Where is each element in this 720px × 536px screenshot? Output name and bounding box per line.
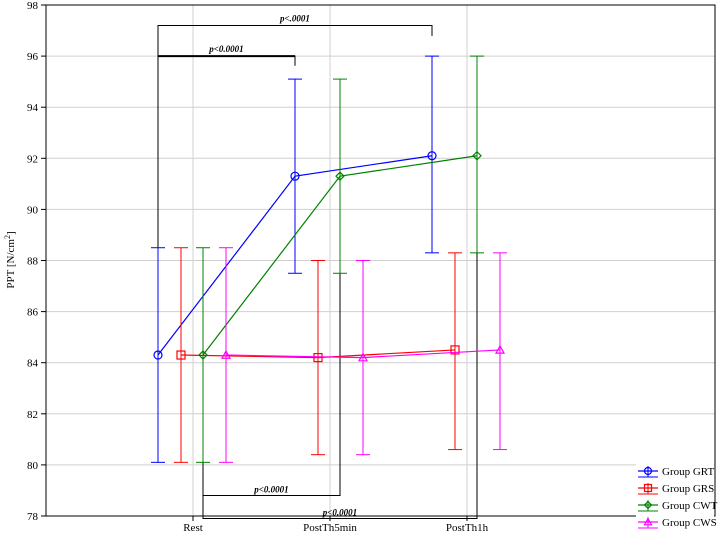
y-axis-label: PPT [N/cm2]: [3, 231, 18, 288]
legend-label: Group CWT: [662, 500, 718, 512]
series-line: [202, 155, 478, 356]
significance-bracket: p<0.0001: [202, 176, 341, 497]
legend-entry: Group CWT: [638, 500, 718, 512]
p-value-label: p<0.0001: [322, 508, 357, 518]
x-tick-label: Rest: [183, 522, 203, 534]
significance-bracket: p<0.0001: [157, 44, 296, 356]
y-axis-label-main: PPT [N/cm: [5, 239, 17, 289]
y-tick-label: 88: [27, 256, 39, 268]
p-value-label: p<0.0001: [253, 485, 288, 495]
series-layer: [151, 55, 507, 463]
data-point-marker: [176, 350, 186, 360]
data-point-marker: [220, 349, 232, 359]
y-tick-label: 86: [27, 307, 39, 319]
y-tick-label: 78: [27, 511, 39, 523]
y-tick-label: 98: [27, 0, 39, 12]
p-value-label: p<.0001: [279, 13, 310, 23]
data-point-marker: [427, 151, 437, 161]
bracket-line: [202, 155, 478, 520]
y-tick-label: 82: [27, 409, 38, 421]
data-point-marker: [643, 483, 653, 493]
series-line: [225, 349, 501, 359]
legend-label: Group GRT: [662, 466, 714, 478]
data-point-marker: [290, 171, 300, 181]
legend-entry: Group GRT: [638, 466, 714, 478]
series-line: [157, 155, 433, 356]
y-axis-label-suffix: ]: [5, 231, 17, 235]
y-tick-label: 90: [27, 204, 39, 216]
data-point-marker: [643, 500, 653, 510]
data-point-marker: [357, 352, 369, 362]
series-group-cws: [219, 247, 507, 463]
legend-entry: Group CWS: [638, 517, 717, 529]
data-point-marker: [153, 350, 163, 360]
y-axis-label-sup: 2: [3, 235, 12, 239]
annotation-layer: p<.0001 p<0.0001 p<0.0001 p<0.0001: [157, 13, 478, 520]
data-point-marker: [643, 466, 653, 476]
data-point-marker: [198, 350, 208, 360]
tick-layer: 78 80 82 84 86 88 90 92 94 96 98 Rest PostTh5min Post…: [27, 0, 489, 534]
p-value-label: p<0.0001: [208, 44, 243, 54]
series-group-cwt: [196, 55, 484, 463]
series-group-grs: [174, 247, 462, 463]
bracket-line: [202, 176, 341, 497]
y-tick-label: 96: [27, 51, 39, 63]
data-point-marker: [450, 345, 460, 355]
y-tick-label: 94: [27, 102, 39, 114]
significance-bracket: p<0.0001: [202, 155, 478, 520]
series-line: [180, 349, 456, 359]
data-point-marker: [472, 150, 482, 161]
x-tick-label: PostTh1h: [446, 522, 489, 534]
series-group-grt: [151, 55, 439, 463]
data-point-marker: [494, 344, 506, 354]
legend-entry: Group GRS: [638, 483, 714, 495]
data-point-marker: [313, 352, 323, 363]
data-point-marker: [335, 171, 345, 182]
y-tick-label: 92: [27, 153, 38, 165]
y-tick-label: 84: [27, 358, 39, 370]
x-tick-label: PostTh5min: [303, 522, 357, 534]
y-tick-label: 80: [27, 460, 39, 472]
grid-layer: [46, 5, 715, 516]
data-point-marker: [643, 517, 653, 526]
legend-label: Group GRS: [662, 483, 714, 495]
legend-label: Group CWS: [662, 517, 717, 529]
legend: Group GRT Group GRS Group CWT Group CWS: [636, 462, 718, 532]
